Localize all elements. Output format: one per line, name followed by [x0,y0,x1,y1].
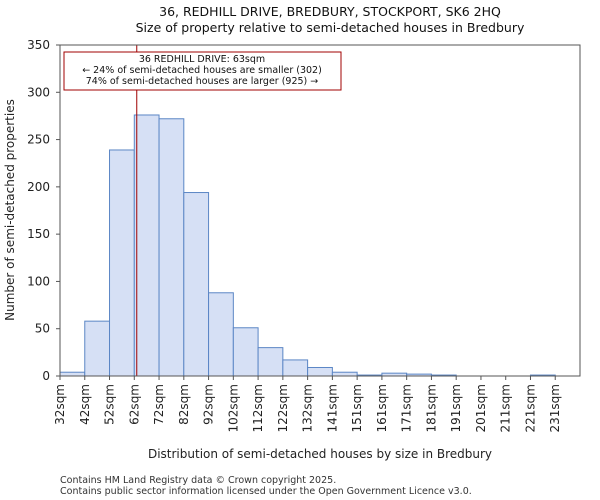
x-tick-label-211sqm: 211sqm [499,384,513,432]
bar-102sqm [232,327,259,377]
y-tick-label-300: 300 [27,85,50,99]
x-tick-label-62sqm: 62sqm [127,384,141,425]
x-tick-label-92sqm: 92sqm [202,384,216,425]
x-tick-label-52sqm: 52sqm [103,384,117,425]
x-tick-label-112sqm: 112sqm [251,384,265,432]
x-tick-label-42sqm: 42sqm [78,384,92,425]
bar-52sqm [109,149,135,377]
y-tick-label-0: 0 [42,369,50,383]
x-axis: 32sqm 42sqm 52sqm 62sqm 72sqm 82sqm 92sqm 102sq… [53,376,562,432]
x-axis-label: Distribution of semi-detached houses by … [148,447,492,461]
x-tick-label-161sqm: 161sqm [375,384,389,432]
x-tick-label-141sqm: 141sqm [325,384,339,432]
annotation-line-2: ← 24% of semi-detached houses are smalle… [82,65,322,76]
x-tick-label-221sqm: 221sqm [523,384,537,432]
x-tick-label-132sqm: 132sqm [301,384,315,432]
bars-layer [59,114,556,377]
footer-line-2: Contains public sector information licen… [60,486,472,497]
bar-32sqm [59,371,86,377]
footer-line-1: Contains HM Land Registry data © Crown c… [60,475,336,486]
y-tick-label-100: 100 [27,274,50,288]
x-tick-label-151sqm: 151sqm [350,384,364,432]
y-axis-label: Number of semi-detached properties [3,99,17,321]
y-tick-label-200: 200 [27,180,50,194]
annotation-frame [63,51,342,91]
bar-82sqm [183,192,210,377]
x-tick-label-122sqm: 122sqm [276,384,290,432]
plot-frame [59,44,581,377]
y-tick-label-150: 150 [27,227,50,241]
annotation-line-3: 74% of semi-detached houses are larger (… [86,76,319,87]
bar-92sqm [208,292,234,377]
bar-141sqm [331,371,358,377]
x-tick-label-191sqm: 191sqm [449,384,463,432]
x-tick-label-171sqm: 171sqm [400,384,414,432]
x-tick-label-72sqm: 72sqm [152,384,166,425]
y-tick-label-50: 50 [35,322,50,336]
chart-subtitle: Size of property relative to semi-detach… [136,20,525,35]
x-tick-label-32sqm: 32sqm [53,384,67,425]
bar-112sqm [257,347,284,377]
x-tick-label-181sqm: 181sqm [424,384,438,432]
bar-72sqm [158,118,185,377]
bar-132sqm [307,366,333,377]
y-axis: 0 50 100 150 200 250 300 350 [27,38,60,383]
x-tick-label-231sqm: 231sqm [548,384,562,432]
x-tick-label-82sqm: 82sqm [177,384,191,425]
x-tick-label-201sqm: 201sqm [474,384,488,432]
bar-62sqm [133,114,160,377]
x-tick-label-102sqm: 102sqm [226,384,240,432]
y-tick-label-350: 350 [27,38,50,52]
y-tick-label-250: 250 [27,133,50,147]
marker-annotation: 36 REDHILL DRIVE: 63sqm ← 24% of semi-de… [63,51,342,91]
bar-42sqm [84,320,111,377]
bar-122sqm [282,359,309,377]
annotation-line-1: 36 REDHILL DRIVE: 63sqm [139,54,265,65]
chart-title: 36, REDHILL DRIVE, BREDBURY, STOCKPORT, … [159,4,501,19]
